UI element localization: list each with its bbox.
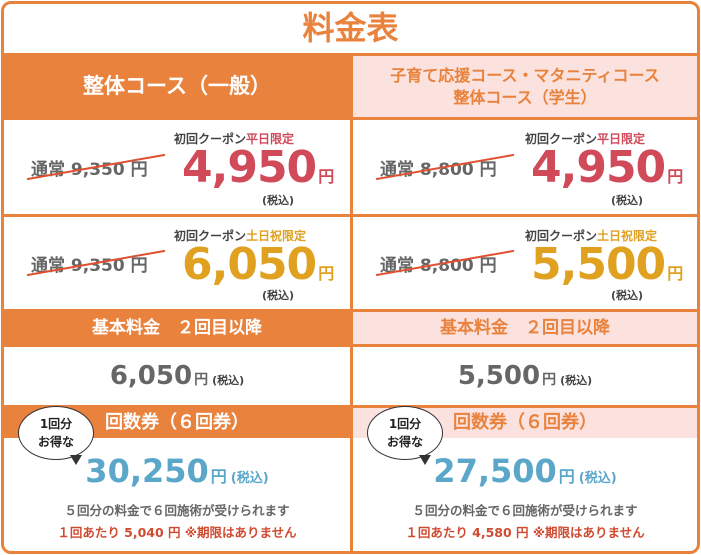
tax: (税込) [212,374,245,387]
bubble-line: お得な [386,435,423,449]
bubble: 1回分お得な [18,406,94,460]
coupon-label-text: 初回クーポン [174,229,247,243]
tax: (税込) [611,194,644,207]
basic-price-line: 5,500 円 (税込) [458,361,592,391]
header-line: 整体コース（一般） [83,74,271,99]
bubble-tail [419,455,431,465]
bubble-line: 1回分 [388,417,422,431]
basic-cell: 6,050 円 (税込) [4,347,350,405]
bubble-line: お得な [37,435,74,449]
coupon-limit: 平日限定 [597,132,646,146]
yen: 円 [210,467,227,486]
tax: (税込) [262,194,295,207]
coupon-price: 5,500 [531,239,666,290]
regular-price: 通常 8,800 円 [380,160,497,180]
coupon-price-line: 4,950 円 [182,142,334,193]
coupon-cell: 通常 9,350 円初回クーポン平日限定 4,950 円 (税込) [4,120,350,214]
tax: (税込) [611,289,644,302]
coupon-label-text: 初回クーポン [174,132,247,146]
coupon-label: 初回クーポン土日祝限定 [525,227,657,244]
coupon-label: 初回クーポン平日限定 [525,130,645,147]
yen: 円 [194,372,209,388]
header-line: 整体コース（学生） [453,87,597,107]
yen: 円 [542,372,557,388]
title: 料金表 [4,4,697,53]
basic-price: 6,050 [109,361,193,391]
coupon-price-line: 4,950 円 [531,142,683,193]
ticket-price-line: 30,250 円 (税込) [4,452,350,490]
regular-price: 通常 9,350 円 [31,160,148,180]
yen: 円 [558,467,575,486]
basic-cell: 5,500 円 (税込) [353,347,697,405]
tax: (税込) [262,289,295,302]
coupon-label-text: 初回クーポン [525,229,598,243]
coupon-limit: 平日限定 [246,132,295,146]
basic-price-line: 6,050 円 (税込) [110,361,244,391]
coupon-limit: 土日祝限定 [246,229,307,243]
coupon-label: 初回クーポン平日限定 [174,130,294,147]
coupon-label: 初回クーポン土日祝限定 [174,227,306,244]
basic-label: 基本料金 ２回目以降 [4,312,350,344]
coupon-limit: 土日祝限定 [597,229,658,243]
header-line: 子育て応援コース・マタニティコース [390,65,660,85]
coupon-price-line: 6,050 円 [182,239,334,290]
ticket-detail: １回あたり 5,040 円 ※期限はありません [57,525,297,540]
yen: 円 [667,264,684,283]
yen: 円 [318,264,335,283]
ticket-price: 27,500 [433,452,557,490]
tax: (税込) [578,471,617,486]
column-header: 子育て応援コース・マタニティコース 整体コース（学生） [353,56,697,117]
yen: 円 [318,167,335,186]
ticket-detail: １回あたり 4,580 円 ※期限はありません [405,525,645,540]
bubble-line: 1回分 [39,417,73,431]
basic-price: 5,500 [457,361,541,391]
column-header: 整体コース（一般） [4,56,350,117]
coupon-price-line: 5,500 円 [531,239,683,290]
yen: 円 [667,167,684,186]
bubble: 1回分お得な [367,406,443,460]
ticket-note: ５回分の料金で６回施術が受けられます [64,503,290,518]
coupon-cell: 通常 9,350 円初回クーポン土日祝限定 6,050 円 (税込) [4,217,350,309]
coupon-cell: 通常 8,800 円初回クーポン土日祝限定 5,500 円 (税込) [353,217,697,309]
coupon-price: 4,950 [182,142,317,193]
coupon-label-text: 初回クーポン [525,132,598,146]
coupon-cell: 通常 8,800 円初回クーポン平日限定 4,950 円 (税込) [353,120,697,214]
coupon-price: 4,950 [531,142,666,193]
tax: (税込) [230,471,269,486]
ticket-note: ５回分の料金で６回施術が受けられます [412,503,638,518]
basic-label: 基本料金 ２回目以降 [353,312,697,344]
regular-price: 通常 8,800 円 [380,256,497,276]
tax: (税込) [560,374,593,387]
bubble-tail [70,455,82,465]
regular-price: 通常 9,350 円 [31,256,148,276]
ticket-price: 30,250 [85,452,209,490]
ticket-price-line: 27,500 円 (税込) [353,452,697,490]
coupon-price: 6,050 [182,239,317,290]
